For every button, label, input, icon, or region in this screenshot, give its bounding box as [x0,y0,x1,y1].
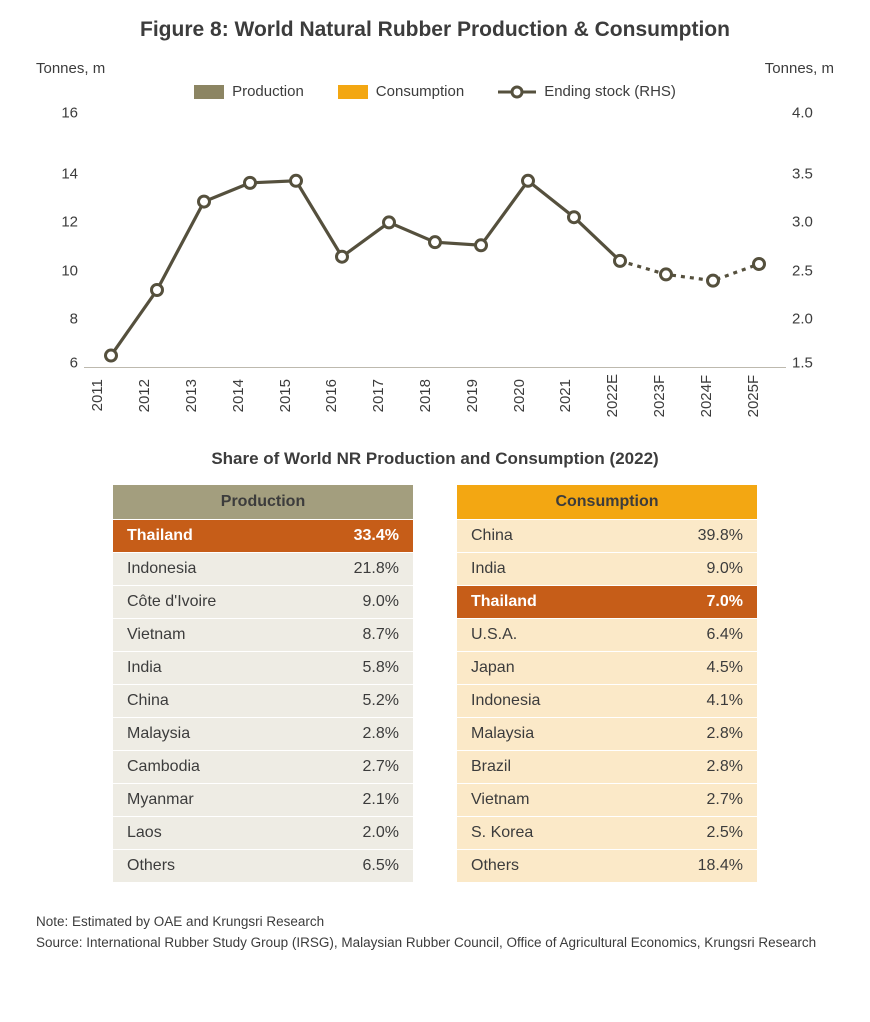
x-tick: 2013 [183,374,219,417]
table-row: India9.0% [457,553,757,586]
figure-title: Figure 8: World Natural Rubber Productio… [36,18,834,42]
bars-row [84,108,786,368]
y-right-label: Tonnes, m [765,60,834,77]
footer: Note: Estimated by OAE and Krungsri Rese… [36,912,834,953]
table-row: Japan4.5% [457,652,757,685]
table-row: Vietnam8.7% [113,619,413,652]
table-row: U.S.A.6.4% [457,619,757,652]
tables-title: Share of World NR Production and Consump… [36,449,834,469]
x-tick: 2015 [277,374,313,417]
x-tick: 2025F [745,374,781,417]
legend-production: Production [194,83,304,100]
table-row: India5.8% [113,652,413,685]
table-row: Brazil2.8% [457,751,757,784]
table-row: Indonesia4.1% [457,685,757,718]
table-row: Côte d'Ivoire9.0% [113,586,413,619]
legend-label: Consumption [376,83,464,100]
table-row: Others6.5% [113,850,413,883]
x-tick: 2020 [511,374,547,417]
table-row: Indonesia21.8% [113,553,413,586]
table-row: Cambodia2.7% [113,751,413,784]
x-tick-row: 2011 2012 2013 2014 2015 2016 2017 2018 2019 2020… [84,374,786,417]
table-row: Laos2.0% [113,817,413,850]
x-tick: 2011 [89,374,125,417]
table-row: Thailand7.0% [457,586,757,619]
x-tick: 2014 [230,374,266,417]
x-tick: 2021 [557,374,593,417]
chart-area: 1614121086 4.03.53.02.52.01.5 [46,108,824,368]
table-row: Malaysia2.8% [457,718,757,751]
legend-label: Production [232,83,304,100]
production-share-table: Production Thailand33.4%Indonesia21.8%Cô… [113,485,413,882]
legend-swatch-consumption [338,85,368,99]
y-axis-left: 1614121086 [46,108,78,368]
legend-swatch-line [498,85,536,99]
x-axis-line [84,367,786,368]
table-header: Consumption [457,485,757,520]
consumption-share-table: Consumption China39.8%India9.0%Thailand7… [457,485,757,882]
x-tick: 2019 [464,374,500,417]
footer-source: Source: International Rubber Study Group… [36,933,834,953]
table-row: Others18.4% [457,850,757,883]
x-tick: 2023F [651,374,687,417]
table-row: China39.8% [457,520,757,553]
legend: Production Consumption Ending stock (RHS… [36,83,834,100]
table-row: Vietnam2.7% [457,784,757,817]
y-left-label: Tonnes, m [36,60,105,77]
table-row: China5.2% [113,685,413,718]
table-row: Myanmar2.1% [113,784,413,817]
table-header: Production [113,485,413,520]
footer-note: Note: Estimated by OAE and Krungsri Rese… [36,912,834,932]
x-tick: 2018 [417,374,453,417]
legend-swatch-production [194,85,224,99]
table-row: Malaysia2.8% [113,718,413,751]
y-axis-right: 4.03.53.02.52.01.5 [792,108,824,368]
legend-consumption: Consumption [338,83,464,100]
legend-label: Ending stock (RHS) [544,83,676,100]
table-row: S. Korea2.5% [457,817,757,850]
chart-block: Tonnes, m Tonnes, m Production Consumpti… [36,60,834,417]
x-tick: 2012 [136,374,172,417]
plot-area [84,108,786,368]
x-tick: 2017 [370,374,406,417]
x-tick: 2016 [323,374,359,417]
x-tick: 2022E [604,374,640,417]
x-tick: 2024F [698,374,734,417]
legend-ending-stock: Ending stock (RHS) [498,83,676,100]
table-row: Thailand33.4% [113,520,413,553]
